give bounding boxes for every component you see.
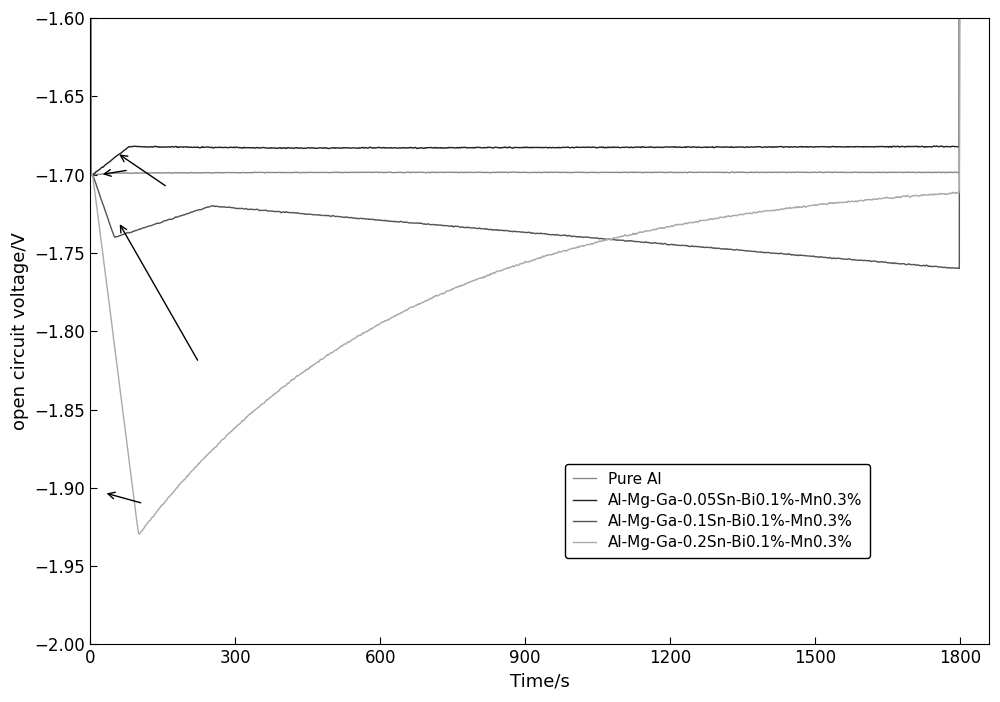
Legend: Pure Al, Al-Mg-Ga-0.05Sn-Bi0.1%-Mn0.3%, Al-Mg-Ga-0.1Sn-Bi0.1%-Mn0.3%, Al-Mg-Ga-0: Pure Al, Al-Mg-Ga-0.05Sn-Bi0.1%-Mn0.3%, … <box>565 464 870 558</box>
X-axis label: Time/s: Time/s <box>510 673 570 691</box>
Y-axis label: open circuit voltage/V: open circuit voltage/V <box>11 232 29 430</box>
